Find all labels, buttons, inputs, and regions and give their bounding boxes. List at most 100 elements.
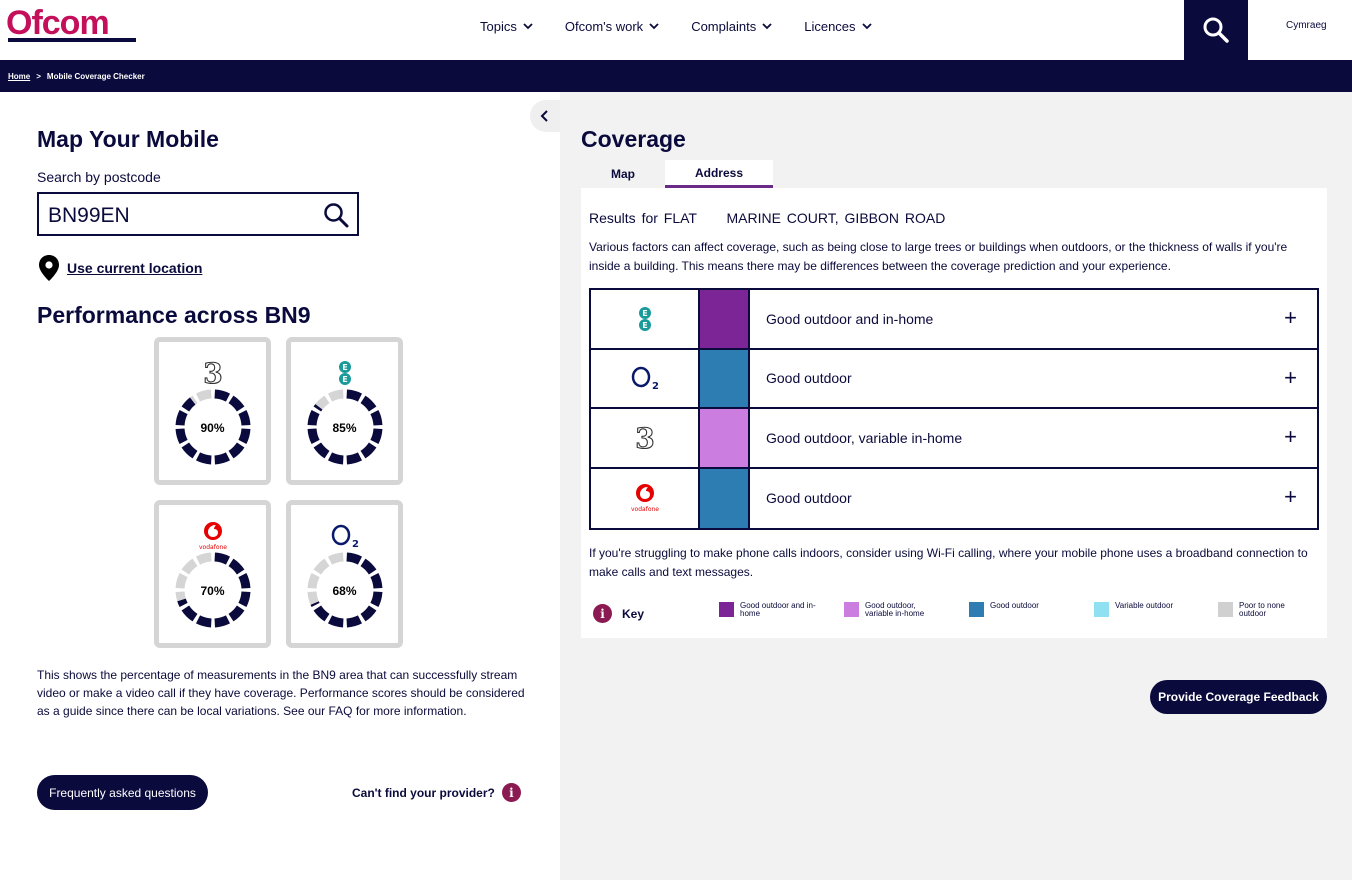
ring-segment [238, 591, 251, 608]
svg-text:2: 2 [652, 381, 659, 392]
svg-text:vodafone: vodafone [199, 544, 227, 551]
key-heading[interactable]: i Key [593, 604, 644, 623]
key-item: Poor to none outdoor [1218, 602, 1299, 618]
vodafone-score: 70% [200, 584, 225, 598]
ring-segment [228, 558, 245, 575]
search-icon[interactable] [323, 202, 349, 228]
ring-segment [370, 572, 383, 589]
expand-plus-icon[interactable]: + [1284, 483, 1297, 509]
provider-card-o2: 2 68% [286, 500, 403, 648]
key-swatch [969, 602, 984, 617]
nav-topics[interactable]: Topics [480, 17, 533, 35]
o2-score-ring [307, 552, 383, 628]
provider-card-vodafone: vodafone 70% [154, 500, 271, 648]
ring-segment [228, 605, 245, 622]
key-title: Key [622, 606, 645, 621]
wifi-calling-note: If you're struggling to make phone calls… [589, 546, 1308, 579]
ring-segment [360, 605, 377, 622]
key-label: Good outdoor, variable in-home [865, 601, 925, 618]
ring-segment [238, 409, 251, 426]
ring-segment [346, 389, 363, 402]
address-results-panel: Results for FLAT MARINE COURT, GIBBON RO… [581, 188, 1327, 638]
coverage-swatch [700, 290, 750, 348]
ring-segment [346, 615, 363, 628]
ring-segment [181, 397, 196, 412]
ring-segment [238, 428, 251, 445]
postcode-search-input[interactable]: BN99EN [37, 192, 359, 236]
site-search-button[interactable] [1184, 0, 1248, 60]
results-prefix: Results for FLAT [589, 210, 697, 226]
svg-text:2: 2 [352, 539, 359, 550]
ring-segment [214, 389, 231, 402]
chevron-down-icon [523, 23, 533, 30]
ring-segment [307, 428, 320, 445]
o2-logo-icon: 2 [591, 349, 700, 407]
ring-segment [360, 558, 377, 575]
coverage-row-three[interactable]: 3 Good outdoor, variable in-home + [591, 409, 1317, 469]
coverage-row-o2[interactable]: 2 Good outdoor + [591, 349, 1317, 409]
search-icon [1203, 17, 1229, 43]
info-icon[interactable]: i [501, 783, 521, 802]
breadcrumb-home[interactable]: Home [8, 72, 31, 81]
ring-segment [238, 572, 251, 589]
logo-underline [8, 38, 136, 42]
cant-find-provider[interactable]: Can't find your provider? i [352, 783, 521, 802]
svg-text:E: E [642, 321, 647, 330]
svg-text:E: E [642, 309, 647, 318]
faq-button[interactable]: Frequently asked questions [37, 775, 208, 810]
ring-segment [195, 552, 212, 565]
ring-segment [214, 552, 231, 565]
ring-segment [190, 395, 198, 405]
vodafone-logo-icon: vodafone [591, 468, 700, 528]
key-swatch [1218, 602, 1233, 617]
ring-segment [327, 552, 344, 565]
ee-score: 85% [332, 421, 357, 435]
nav-ofcoms-work[interactable]: Ofcom's work [565, 17, 659, 35]
coverage-note: Various factors can affect coverage, suc… [589, 240, 1288, 273]
ring-segment [346, 452, 363, 465]
use-location-label: Use current location [67, 260, 203, 276]
chevron-left-icon [540, 110, 548, 122]
use-location-link[interactable]: Use current location [37, 254, 202, 282]
svg-text:E: E [342, 375, 347, 384]
chevron-down-icon [861, 23, 872, 30]
expand-plus-icon[interactable]: + [1284, 364, 1297, 390]
ofcom-logo[interactable]: Ofcom [6, 4, 110, 42]
language-toggle[interactable]: Cymraeg [1286, 20, 1327, 31]
performance-title: Performance across BN9 [37, 302, 311, 328]
location-pin-icon [39, 255, 59, 281]
expand-plus-icon[interactable]: + [1284, 305, 1297, 330]
ring-segment [181, 558, 198, 575]
postcode-value: BN99EN [48, 204, 130, 227]
ring-segment [175, 591, 186, 602]
ring-segment [228, 395, 245, 412]
page-title: Map Your Mobile [37, 126, 219, 152]
info-icon[interactable]: i [593, 604, 612, 623]
nav-complaints[interactable]: Complaints [691, 17, 772, 35]
collapse-panel-button[interactable] [530, 100, 560, 132]
vodafone-score-ring [175, 552, 251, 628]
expand-plus-icon[interactable]: + [1284, 424, 1297, 449]
site-header: Ofcom Topics Ofcom's work Complaints Lic… [0, 0, 1352, 60]
nav-licences[interactable]: Licences [804, 17, 872, 35]
coverage-row-vodafone[interactable]: vodafone Good outdoor + [591, 468, 1317, 528]
ring-segment [360, 395, 377, 412]
three-logo-icon: 3 [159, 356, 266, 390]
nav-licences-label: Licences [804, 18, 856, 34]
ring-segment [327, 452, 344, 465]
ring-segment [370, 409, 383, 426]
svg-text:3: 3 [203, 358, 222, 388]
key-item: Good outdoor and in-home [719, 602, 820, 618]
provide-feedback-button[interactable]: Provide Coverage Feedback [1150, 680, 1327, 714]
tab-map[interactable]: Map [611, 167, 635, 181]
key-item: Good outdoor [969, 602, 1070, 617]
ring-segment [181, 605, 198, 622]
ring-segment [315, 395, 330, 410]
tab-address[interactable]: Address [665, 160, 773, 188]
